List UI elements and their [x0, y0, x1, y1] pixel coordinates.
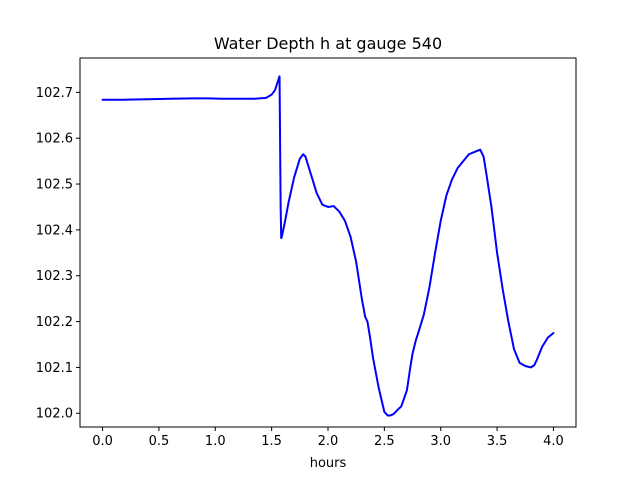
- x-axis-ticks: 0.0 0.5 1.0 1.5 2.0 2.5 3.0 3.5 4.0: [92, 427, 564, 449]
- plot-frame: [79, 57, 577, 428]
- y-tick-label: 102.4: [36, 223, 73, 238]
- x-tick-label: 0.5: [149, 434, 170, 449]
- y-tick-label: 102.7: [36, 86, 73, 101]
- chart-title: Water Depth h at gauge 540: [214, 34, 442, 53]
- x-tick-label: 4.0: [543, 434, 564, 449]
- y-tick-label: 102.6: [36, 132, 73, 147]
- x-tick-label: 3.0: [430, 434, 451, 449]
- y-tick-label: 102.1: [36, 361, 73, 376]
- x-tick-label: 2.5: [374, 434, 395, 449]
- y-tick-label: 102.3: [36, 269, 73, 284]
- y-axis-ticks: 102.0 102.1 102.2 102.3 102.4 102.5 102.6 102.7: [36, 86, 80, 422]
- x-tick-label: 0.0: [92, 434, 113, 449]
- series-layer: [101, 75, 555, 417]
- x-tick-label: 1.0: [205, 434, 226, 449]
- x-tick-label: 2.0: [318, 434, 339, 449]
- y-tick-label: 102.2: [36, 315, 73, 330]
- x-tick-label: 1.5: [261, 434, 282, 449]
- x-tick-label: 3.5: [487, 434, 508, 449]
- x-axis-label: hours: [310, 456, 347, 471]
- y-tick-label: 102.5: [36, 178, 73, 193]
- series-line: [101, 75, 555, 417]
- y-tick-label: 102.0: [36, 407, 73, 422]
